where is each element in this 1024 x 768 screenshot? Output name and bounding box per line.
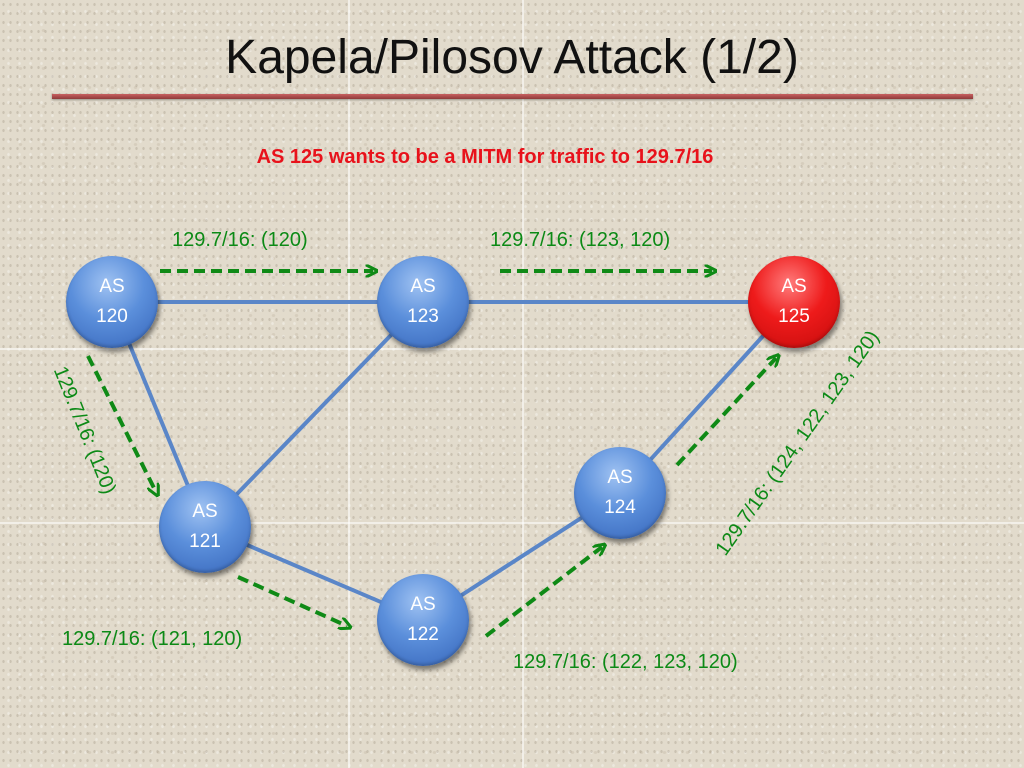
node-label-line1: AS <box>410 276 436 297</box>
announcement-arrow-120-to-121 <box>86 355 156 492</box>
node-as122: AS 122 <box>377 574 469 666</box>
node-label-number: 124 <box>604 497 636 518</box>
background-gridline <box>348 0 350 768</box>
node-label-line1: AS <box>607 467 633 488</box>
node-as123: AS 123 <box>377 256 469 348</box>
node-label-number: 125 <box>778 306 810 327</box>
announcement-arrow-122-to-124 <box>484 547 602 638</box>
node-as124: AS 124 <box>574 447 666 539</box>
node-label-line1: AS <box>410 594 436 615</box>
background-gridline <box>0 522 1024 524</box>
announcement-arrow-121-to-122 <box>237 575 347 626</box>
node-label-number: 120 <box>96 306 128 327</box>
node-as125-attacker: AS 125 <box>748 256 840 348</box>
node-label-line1: AS <box>99 276 125 297</box>
route-label-123-to-125: 129.7/16: (123, 120) <box>490 229 671 251</box>
node-label-line1: AS <box>192 501 218 522</box>
route-label-120-to-123: 129.7/16: (120) <box>172 229 308 251</box>
slide-subtitle: AS 125 wants to be a MITM for traffic to… <box>256 146 714 168</box>
title-underline <box>52 94 973 99</box>
background-gridline <box>0 348 1024 350</box>
announcement-arrow-124-to-125 <box>675 358 776 467</box>
node-label-number: 123 <box>407 306 439 327</box>
route-label-122-to-124: 129.7/16: (122, 123, 120) <box>513 651 738 673</box>
node-label-line1: AS <box>781 276 807 297</box>
node-label-number: 122 <box>407 624 439 645</box>
node-as121: AS 121 <box>159 481 251 573</box>
link-as121-as123 <box>203 300 425 529</box>
node-label-number: 121 <box>189 531 221 552</box>
slide-title: Kapela/Pilosov Attack (1/2) <box>225 31 799 84</box>
background-gridline <box>522 0 524 768</box>
node-as120: AS 120 <box>66 256 158 348</box>
route-label-121-to-122: 129.7/16: (121, 120) <box>62 628 243 650</box>
